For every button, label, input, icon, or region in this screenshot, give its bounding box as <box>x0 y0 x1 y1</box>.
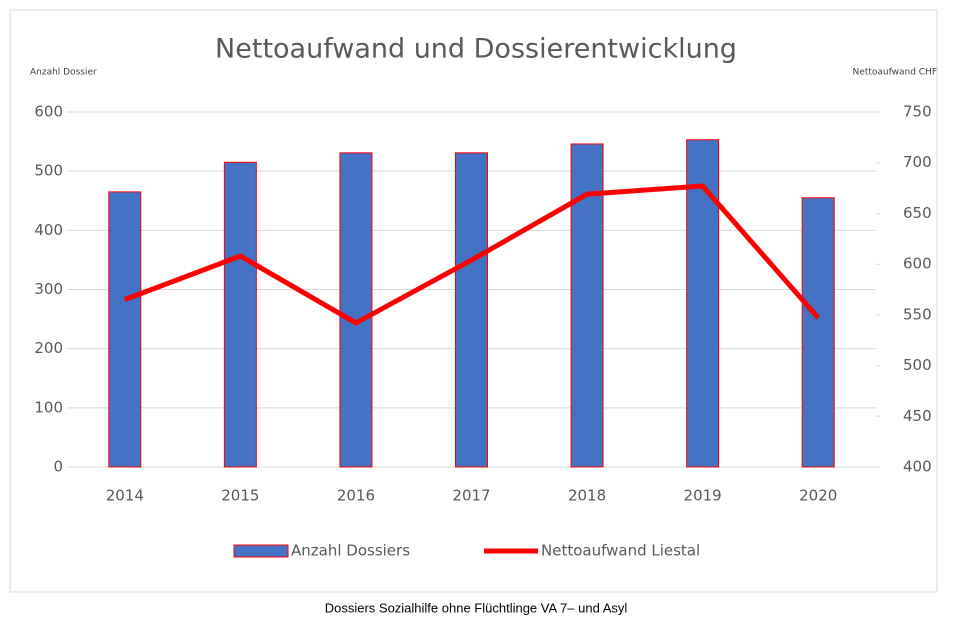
y2-tick-label: 450 <box>903 407 932 425</box>
x-tick-label: 2014 <box>106 487 144 505</box>
y2-tick-label: 600 <box>903 255 932 273</box>
caption: Dossiers Sozialhilfe ohne Flüchtlinge VA… <box>325 600 628 615</box>
y-tick-label: 0 <box>53 458 63 476</box>
y-tick-label: 500 <box>34 162 63 180</box>
y2-tick-label: 650 <box>903 204 932 222</box>
x-tick-label: 2018 <box>568 487 606 505</box>
bar <box>801 197 835 468</box>
chart-title: Nettoaufwand und Dossierentwicklung <box>215 34 737 65</box>
legend-label: Anzahl Dossiers <box>291 542 410 560</box>
y-axis-label: Anzahl Dossier <box>30 68 97 78</box>
y-tick-label: 100 <box>34 398 63 416</box>
x-tick-label: 2015 <box>221 487 259 505</box>
legend-swatch <box>233 544 289 558</box>
y2-tick-label: 700 <box>903 153 932 171</box>
y2-tick-label: 750 <box>903 103 932 121</box>
y2-tick-label: 550 <box>903 305 932 323</box>
y-tick-label: 300 <box>34 280 63 298</box>
x-tick-label: 2019 <box>684 487 722 505</box>
y2-tick-label: 500 <box>903 356 932 374</box>
x-tick-label: 2017 <box>452 487 490 505</box>
bar <box>108 191 142 468</box>
bar <box>686 139 720 468</box>
legend-label: Nettoaufwand Liestal <box>541 542 700 560</box>
line <box>123 183 821 326</box>
bar <box>455 152 488 468</box>
y-tick-label: 400 <box>34 221 63 239</box>
y2-tick-label: 400 <box>903 458 932 476</box>
bar <box>339 152 373 468</box>
y-tick-label: 200 <box>34 339 63 357</box>
bar <box>223 161 257 468</box>
x-tick-label: 2020 <box>799 487 837 505</box>
y2-axis-label: Nettoaufwand CHF <box>853 68 937 78</box>
x-tick-label: 2016 <box>337 487 375 505</box>
y-tick-label: 600 <box>34 103 63 121</box>
